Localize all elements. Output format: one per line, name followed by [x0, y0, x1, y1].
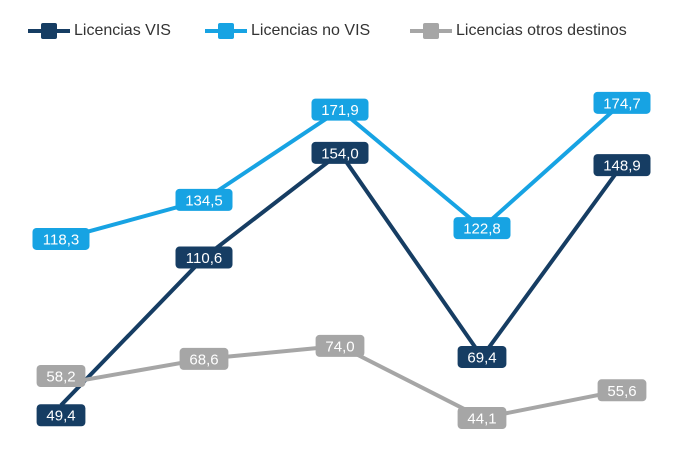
- data-point-licencias-otros-destinos-1: [36, 365, 86, 388]
- data-label-text-licencias-otros-destinos-1: 58,2: [46, 369, 75, 386]
- data-point-licencias-vis-3: [311, 141, 369, 164]
- data-point-licencias-otros-destinos-3: [315, 334, 365, 357]
- data-label-text-licencias-otros-destinos-4: 44,1: [467, 411, 496, 428]
- data-label-licencias-no-vis-3: 171,9: [311, 98, 369, 121]
- series-line-licencias-no-vis: [60, 101, 624, 241]
- data-label-text-licencias-vis-4: 69,4: [467, 349, 496, 366]
- data-point-licencias-otros-destinos-5: [597, 379, 647, 402]
- data-label-licencias-otros-destinos-2: 68,6: [179, 347, 229, 370]
- data-label-licencias-vis-4: 69,4: [457, 345, 507, 368]
- data-label-text-licencias-otros-destinos-3: 74,0: [325, 338, 354, 355]
- data-point-licencias-no-vis-3: [311, 98, 369, 121]
- data-label-text-licencias-vis-2: 110,6: [186, 250, 222, 267]
- data-point-licencias-vis-5: [593, 154, 651, 177]
- data-label-licencias-vis-1: 49,4: [36, 404, 86, 427]
- data-point-licencias-no-vis-2: [175, 188, 233, 211]
- data-label-text-licencias-no-vis-3: 171,9: [321, 102, 359, 119]
- data-label-licencias-vis-3: 154,0: [311, 141, 369, 164]
- data-label-text-licencias-otros-destinos-2: 68,6: [189, 351, 218, 368]
- data-label-licencias-vis-5: 148,9: [593, 154, 651, 177]
- data-point-licencias-no-vis-4: [453, 217, 511, 240]
- data-label-text-licencias-no-vis-5: 174,7: [603, 95, 641, 112]
- data-label-licencias-no-vis-4: 122,8: [453, 217, 511, 240]
- data-label-text-licencias-no-vis-1: 118,3: [43, 231, 79, 248]
- data-label-text-licencias-no-vis-4: 122,8: [463, 221, 501, 238]
- legend-item-vis: Licencias VIS: [28, 20, 171, 42]
- data-point-licencias-no-vis-1: [32, 227, 90, 250]
- data-label-text-licencias-vis-1: 49,4: [46, 408, 75, 425]
- legend-label-vis: Licencias VIS: [74, 22, 171, 39]
- data-label-licencias-otros-destinos-5: 55,6: [597, 379, 647, 402]
- data-label-text-licencias-no-vis-2: 134,5: [185, 192, 223, 209]
- data-label-licencias-no-vis-2: 134,5: [175, 188, 233, 211]
- data-point-licencias-no-vis-5: [593, 91, 651, 114]
- data-label-text-licencias-otros-destinos-5: 55,6: [607, 383, 636, 400]
- chart-legend: Licencias VIS Licencias no VIS Licencias…: [0, 0, 700, 60]
- legend-label-otros: Licencias otros destinos: [456, 22, 627, 39]
- data-label-licencias-otros-destinos-4: 44,1: [457, 407, 507, 430]
- legend-swatch-no-vis-icon: [205, 20, 247, 42]
- data-label-licencias-no-vis-1: 118,3: [32, 227, 90, 250]
- legend-swatch-vis-icon: [28, 20, 70, 42]
- data-label-licencias-otros-destinos-3: 74,0: [315, 334, 365, 357]
- data-label-text-licencias-vis-5: 148,9: [603, 158, 641, 175]
- data-point-licencias-otros-destinos-2: [179, 347, 229, 370]
- legend-swatch-otros-icon: [410, 20, 452, 42]
- legend-label-no-vis: Licencias no VIS: [251, 22, 371, 39]
- data-point-licencias-vis-2: [175, 246, 233, 269]
- data-point-licencias-vis-1: [36, 404, 86, 427]
- data-label-licencias-no-vis-5: 174,7: [593, 91, 651, 114]
- data-label-text-licencias-vis-3: 154,0: [321, 145, 359, 162]
- legend-item-no-vis: Licencias no VIS: [205, 20, 370, 42]
- data-label-licencias-otros-destinos-1: 58,2: [36, 365, 86, 388]
- legend-item-otros: Licencias otros destinos: [410, 20, 627, 42]
- data-point-licencias-vis-4: [457, 345, 507, 368]
- data-point-licencias-otros-destinos-4: [457, 407, 507, 430]
- data-label-licencias-vis-2: 110,6: [175, 246, 233, 269]
